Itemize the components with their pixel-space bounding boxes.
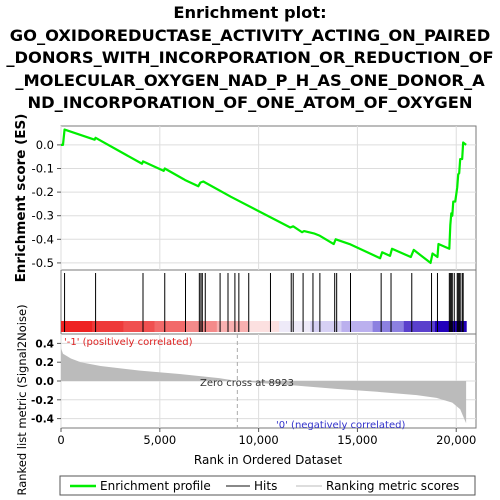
heat-segment bbox=[92, 321, 124, 332]
es-gridlines bbox=[60, 126, 476, 270]
legend-hits-label: Hits bbox=[254, 479, 277, 493]
heat-segment bbox=[123, 321, 156, 332]
es-axis-label: Enrichment score (ES) bbox=[13, 114, 29, 283]
title-line-2: GO_OXIDOREDUCTASE_ACTIVITY_ACTING_ON_PAI… bbox=[9, 25, 491, 45]
es-axis: 0.0 -0.1 -0.2 -0.3 -0.4 -0.5 bbox=[32, 138, 61, 270]
ranking-metric-area bbox=[61, 348, 467, 424]
heat-segment bbox=[247, 321, 280, 332]
es-tick-label: -0.4 bbox=[32, 232, 54, 246]
zero-cross-label: Zero cross at 8923 bbox=[200, 378, 294, 389]
x-tick-label: 10,000 bbox=[238, 433, 278, 447]
legend-profile-label: Enrichment profile bbox=[100, 479, 211, 493]
rank-tick-label: 0.4 bbox=[35, 338, 54, 350]
heat-segment bbox=[403, 321, 436, 332]
x-tick-label: 20,000 bbox=[436, 433, 476, 447]
legend-box bbox=[59, 475, 476, 496]
es-tick-label: 0.0 bbox=[36, 138, 54, 152]
rank-tick-label: -0.2 bbox=[31, 395, 54, 407]
es-tick-label: -0.2 bbox=[32, 185, 54, 199]
es-tick-label: -0.1 bbox=[32, 161, 54, 175]
chart-title: Enrichment plot: GO_OXIDOREDUCTASE_ACTIV… bbox=[0, 2, 500, 115]
heat-segment bbox=[341, 321, 374, 332]
ranking-heat-strip bbox=[61, 321, 467, 332]
x-tick-label: 15,000 bbox=[337, 433, 377, 447]
legend: Enrichment profile Hits Ranking metric s… bbox=[59, 475, 476, 496]
title-line-3: _DONORS_WITH_INCORPORATION_OR_REDUCTION_… bbox=[6, 48, 494, 67]
rank-axis-label: Ranked list metric (Signal2Noise) bbox=[15, 304, 29, 495]
positive-correlation-label: '-1' (positively correlated) bbox=[64, 337, 193, 348]
heat-segment bbox=[279, 321, 311, 332]
heat-segment bbox=[372, 321, 405, 332]
es-tick-label: -0.3 bbox=[32, 209, 54, 223]
rank-tick-label: -0.4 bbox=[31, 414, 54, 426]
es-tick-label: -0.5 bbox=[32, 256, 54, 270]
rank-tick-label: 0.2 bbox=[35, 357, 54, 369]
title-line-4: _MOLECULAR_OXYGEN_NAD_P_H_AS_ONE_DONOR_A bbox=[15, 70, 485, 90]
enrichment-profile-line bbox=[61, 128, 467, 265]
title-line-1: Enrichment plot: bbox=[173, 3, 327, 22]
heat-segment bbox=[310, 321, 343, 332]
heat-segment bbox=[216, 321, 249, 332]
x-tick-label: 0 bbox=[57, 433, 64, 447]
title-line-5: ND_INCORPORATION_OF_ONE_ATOM_OF_OXYGEN bbox=[27, 93, 473, 112]
x-axis-label: Rank in Ordered Dataset bbox=[194, 453, 342, 467]
rank-tick-label: 0.0 bbox=[35, 376, 54, 388]
x-axis: 0 5,000 10,000 15,000 20,000 bbox=[57, 428, 476, 447]
heat-segment bbox=[185, 321, 218, 332]
heat-segment bbox=[154, 321, 187, 332]
hit-lines bbox=[64, 273, 464, 332]
legend-metric-label: Ranking metric scores bbox=[326, 479, 459, 493]
heat-segment bbox=[61, 321, 93, 332]
rank-axis: 0.4 0.2 0.0 -0.2 -0.4 bbox=[31, 338, 61, 426]
x-tick-label: 5,000 bbox=[143, 433, 176, 447]
es-panel bbox=[60, 125, 477, 271]
negative-correlation-label: '0' (negatively correlated) bbox=[276, 420, 405, 431]
